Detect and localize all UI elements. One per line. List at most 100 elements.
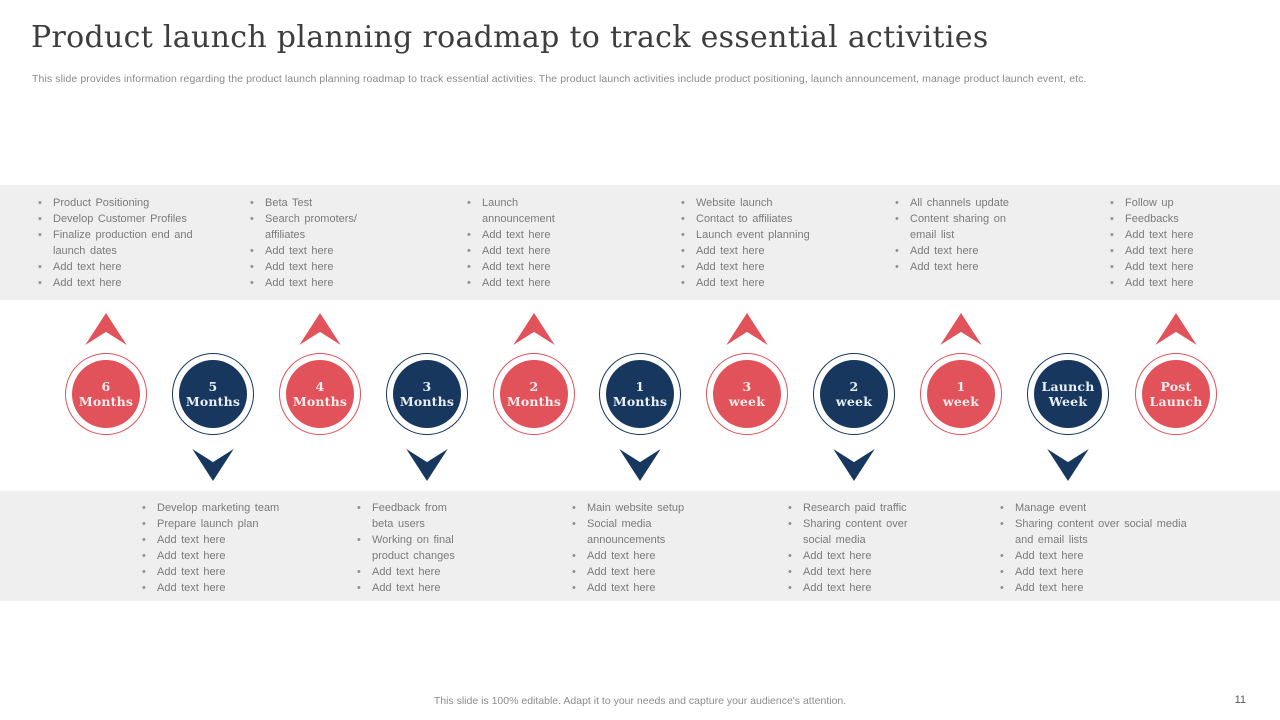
- bullet-item: Develop Customer Profiles: [36, 211, 221, 227]
- bullet-item: Sharing content over social media and em…: [998, 516, 1190, 548]
- bullet-item: Beta Test: [248, 195, 370, 211]
- bullet-item: Add text here: [998, 580, 1190, 596]
- chevron-down-icon: [192, 449, 234, 481]
- activity-column: Product PositioningDevelop Customer Prof…: [36, 195, 221, 291]
- bullet-item: Add text here: [355, 580, 455, 596]
- timeline-node-label: 5 Months: [179, 360, 247, 428]
- bullet-item: Add text here: [570, 564, 700, 580]
- timeline-node-label: Post Launch: [1142, 360, 1210, 428]
- bullet-item: Launch event planning: [679, 227, 831, 243]
- timeline-node-launch-week: Launch Week: [1027, 353, 1109, 435]
- node-label-line2: Months: [292, 394, 348, 409]
- activity-column: Feedback from beta usersWorking on final…: [355, 500, 455, 596]
- timeline-node-label: 3 week: [713, 360, 781, 428]
- timeline-node-3-week: 3 week: [706, 353, 788, 435]
- bullet-item: Add text here: [1108, 275, 1220, 291]
- bullet-item: Add text here: [140, 580, 315, 596]
- bullet-item: Add text here: [679, 243, 831, 259]
- node-label-line2: week: [728, 394, 766, 409]
- slide-subtitle: This slide provides information regardin…: [32, 73, 1087, 85]
- bullet-item: Sharing content over social media: [786, 516, 921, 548]
- bullet-item: Add text here: [679, 259, 831, 275]
- activity-column: Main website setupSocial media announcem…: [570, 500, 700, 596]
- timeline-node-label: 4 Months: [286, 360, 354, 428]
- bullet-item: Add text here: [465, 227, 565, 243]
- node-label-line2: Launch: [1149, 394, 1203, 409]
- bullet-item: Add text here: [140, 548, 315, 564]
- bullet-item: Content sharing on email list: [893, 211, 1029, 243]
- chevron-down-icon: [833, 449, 875, 481]
- bullet-item: Add text here: [1108, 227, 1220, 243]
- bullet-item: Add text here: [36, 275, 221, 291]
- bullet-item: Add text here: [465, 275, 565, 291]
- activity-column: Research paid trafficSharing content ove…: [786, 500, 921, 596]
- bottom-activities-band: Develop marketing teamPrepare launch pla…: [0, 491, 1280, 601]
- timeline-node-3-months: 3 Months: [386, 353, 468, 435]
- chevron-up-icon: [299, 313, 341, 345]
- node-label-line2: Months: [78, 394, 134, 409]
- chevron-up-icon: [1155, 313, 1197, 345]
- bullet-item: Website launch: [679, 195, 831, 211]
- timeline-node-label: Launch Week: [1034, 360, 1102, 428]
- node-label-line1: 6: [101, 379, 111, 394]
- bullet-item: Add text here: [465, 259, 565, 275]
- node-label-line1: 2: [849, 379, 859, 394]
- bullet-item: Research paid traffic: [786, 500, 921, 516]
- node-label-line1: 1: [956, 379, 966, 394]
- timeline-node-1-week: 1 week: [920, 353, 1002, 435]
- bullet-item: Add text here: [893, 243, 1029, 259]
- bullet-item: Add text here: [36, 259, 221, 275]
- bullet-item: Finalize production end and launch dates: [36, 227, 221, 259]
- activity-column: Beta TestSearch promoters/ affiliates Add…: [248, 195, 370, 291]
- node-label-line2: Months: [399, 394, 455, 409]
- bullet-item: Follow up: [1108, 195, 1220, 211]
- node-label-line1: 3: [742, 379, 752, 394]
- bullet-item: Working on final product changes: [355, 532, 455, 564]
- bullet-item: All channels update: [893, 195, 1029, 211]
- bullet-item: Feedbacks: [1108, 211, 1220, 227]
- node-label-line2: week: [835, 394, 873, 409]
- bullet-item: Add text here: [1108, 243, 1220, 259]
- chevron-up-icon: [85, 313, 127, 345]
- timeline-node-4-months: 4 Months: [279, 353, 361, 435]
- node-label-line1: 2: [529, 379, 539, 394]
- node-label-line2: week: [942, 394, 980, 409]
- bullet-item: Product Positioning: [36, 195, 221, 211]
- bullet-item: Feedback from beta users: [355, 500, 455, 532]
- bullet-item: Add text here: [248, 259, 370, 275]
- top-activities-band: Product PositioningDevelop Customer Prof…: [0, 185, 1280, 300]
- node-label-line1: Post: [1160, 379, 1192, 394]
- timeline-node-1-months: 1 Months: [599, 353, 681, 435]
- timeline-node-post-launch: Post Launch: [1135, 353, 1217, 435]
- bullet-item: Add text here: [679, 275, 831, 291]
- bullet-item: Prepare launch plan: [140, 516, 315, 532]
- activity-column: Manage eventSharing content over social …: [998, 500, 1190, 596]
- chevron-down-icon: [406, 449, 448, 481]
- bullet-item: Add text here: [998, 564, 1190, 580]
- activity-column: Follow upFeedbacksAdd text hereAdd text …: [1108, 195, 1220, 291]
- bullet-item: Add text here: [1108, 259, 1220, 275]
- node-label-line1: 3: [422, 379, 432, 394]
- bullet-item: Add text here: [140, 532, 315, 548]
- node-label-line1: 4: [315, 379, 325, 394]
- bullet-item: Develop marketing team: [140, 500, 315, 516]
- chevron-up-icon: [940, 313, 982, 345]
- timeline-node-2-months: 2 Months: [493, 353, 575, 435]
- activity-column: All channels updateContent sharing on em…: [893, 195, 1029, 275]
- bullet-item: Social media announcements: [570, 516, 700, 548]
- bullet-item: Manage event: [998, 500, 1190, 516]
- bullet-item: Add text here: [998, 548, 1190, 564]
- bullet-item: Add text here: [893, 259, 1029, 275]
- bullet-item: Search promoters/ affiliates: [248, 211, 370, 243]
- chevron-down-icon: [1047, 449, 1089, 481]
- bullet-item: Main website setup: [570, 500, 700, 516]
- timeline-node-6-months: 6 Months: [65, 353, 147, 435]
- bullet-item: Add text here: [248, 275, 370, 291]
- chevron-up-icon: [726, 313, 768, 345]
- timeline-node-5-months: 5 Months: [172, 353, 254, 435]
- activity-column: Website launchContact to affiliatesLaunc…: [679, 195, 831, 291]
- timeline-node-2-week: 2 week: [813, 353, 895, 435]
- bullet-item: Add text here: [570, 548, 700, 564]
- timeline-node-label: 1 week: [927, 360, 995, 428]
